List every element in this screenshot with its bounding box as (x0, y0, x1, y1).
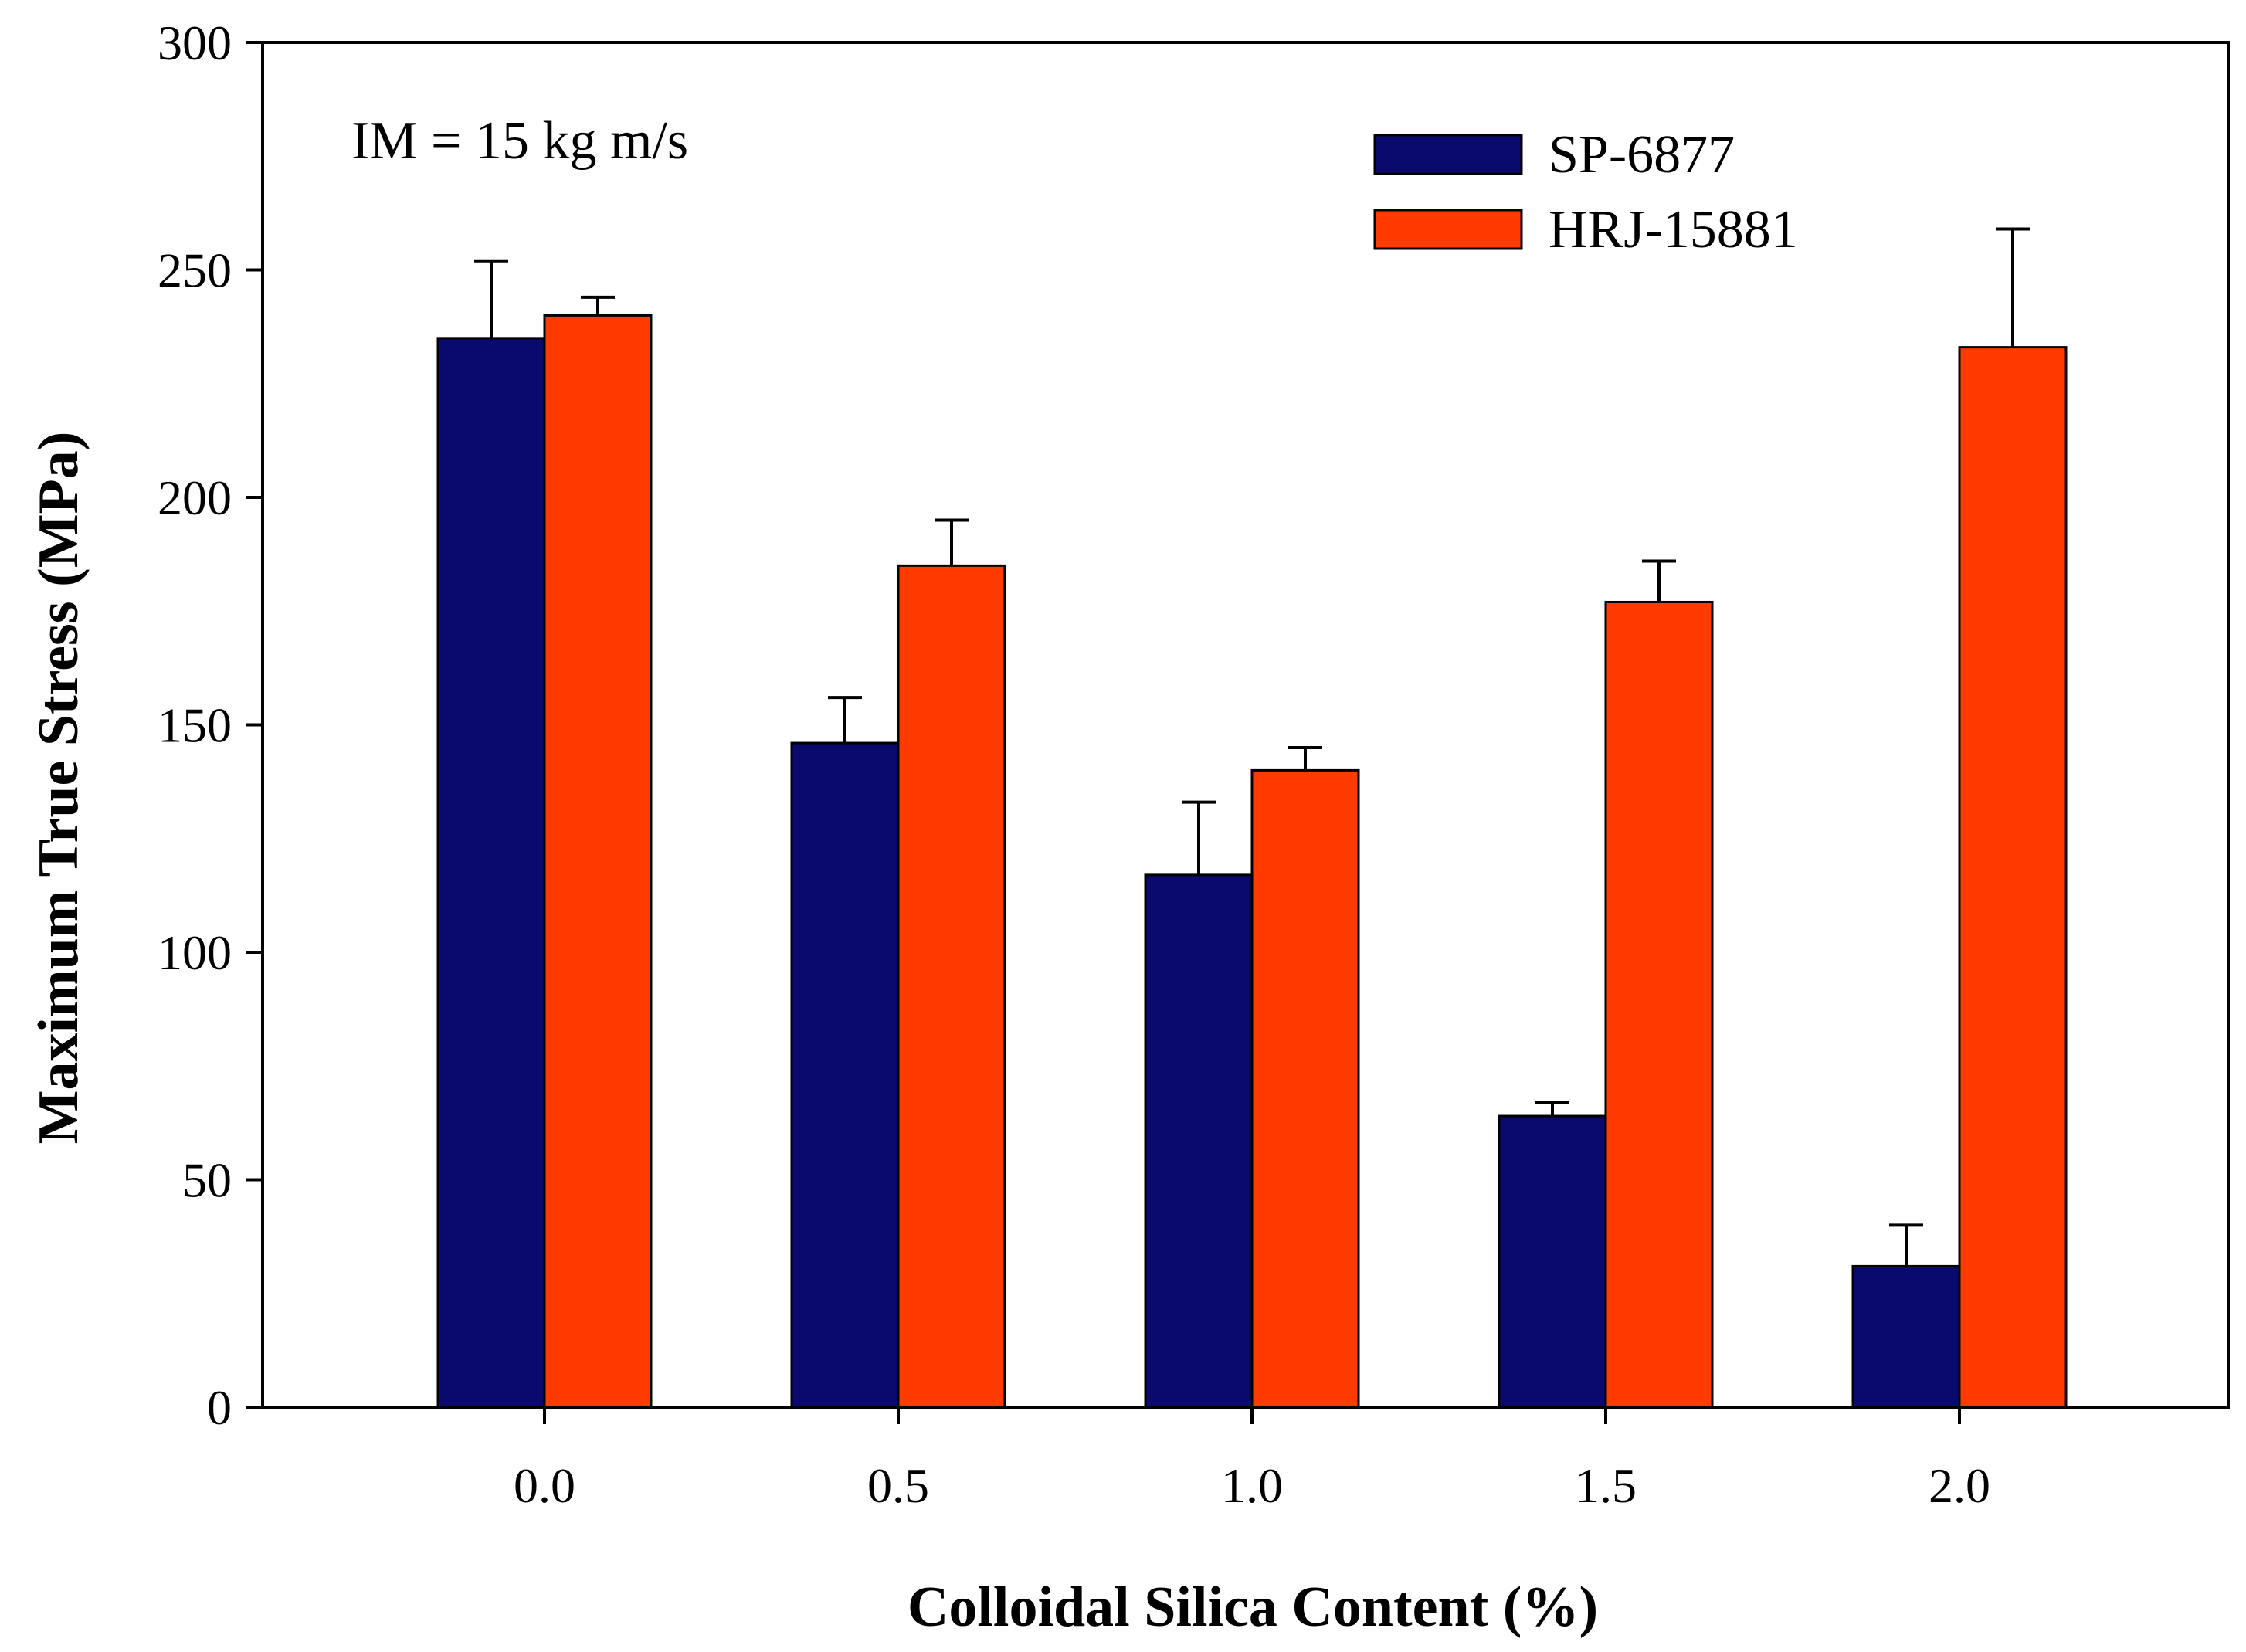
bar-sp-6877 (1498, 1114, 1607, 1409)
y-axis-title: Maximum True Stress (MPa) (27, 432, 90, 1145)
y-tick-label: 150 (158, 698, 232, 753)
legend-swatch-sp-6877 (1373, 134, 1523, 175)
bar-sp-6877 (790, 741, 900, 1409)
legend: SP-6877 HRJ-15881 (1373, 125, 1798, 260)
legend-label-hrj-15881: HRJ-15881 (1549, 200, 1798, 260)
legend-swatch-hrj-15881 (1373, 209, 1523, 250)
error-bars (474, 227, 2030, 1267)
bar-hrj-15881 (543, 314, 653, 1409)
y-tick-label: 250 (158, 243, 232, 298)
x-tick-label: 0.0 (514, 1458, 575, 1513)
x-tick-label: 0.5 (867, 1458, 929, 1513)
bar-hrj-15881 (1958, 346, 2068, 1409)
x-axis-title: Colloidal Silica Content (%) (908, 1576, 1598, 1639)
bar-sp-6877 (1851, 1264, 1961, 1409)
bar-series (436, 314, 2068, 1409)
y-tick-label: 50 (182, 1153, 232, 1208)
bar-hrj-15881 (897, 564, 1006, 1409)
bar-sp-6877 (436, 337, 546, 1409)
x-tick-label: 1.0 (1221, 1458, 1283, 1513)
legend-label-sp-6877: SP-6877 (1549, 125, 1735, 185)
bar-hrj-15881 (1250, 768, 1360, 1409)
plot-frame (261, 41, 2230, 1409)
annotation-text: IM = 15 kg m/s (351, 111, 688, 171)
bar-sp-6877 (1144, 873, 1254, 1409)
y-tick-label: 300 (158, 15, 232, 70)
x-axis-ticks: 0.0 0.5 1.0 1.5 2.0 (514, 1407, 1990, 1513)
bar-hrj-15881 (1604, 600, 1714, 1409)
x-tick-label: 2.0 (1929, 1458, 1990, 1513)
y-tick-label: 0 (207, 1380, 232, 1435)
y-axis-ticks: 0 50 100 150 200 250 300 (158, 15, 263, 1435)
y-tick-label: 200 (158, 470, 232, 525)
x-tick-label: 1.5 (1575, 1458, 1637, 1513)
y-tick-label: 100 (158, 925, 232, 980)
